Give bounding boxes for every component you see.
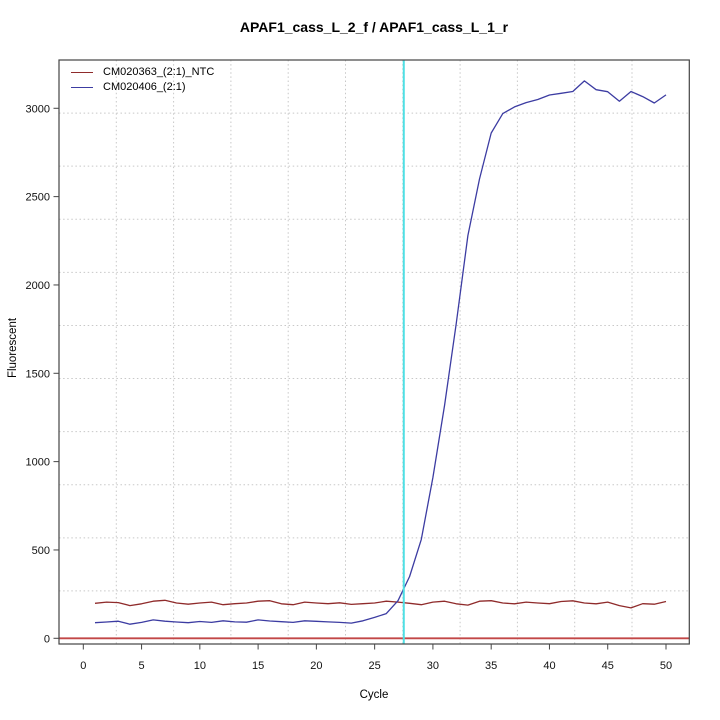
- y-tick-label: 2500: [26, 192, 50, 204]
- x-axis-title: Cycle: [360, 689, 389, 701]
- legend-label-sample: CM020406_(2:1): [103, 81, 186, 93]
- y-axis-title: Fluorescent: [7, 317, 19, 378]
- plot-box: [58, 59, 690, 645]
- x-tick-label: 15: [252, 660, 264, 672]
- x-tick-label: 45: [602, 660, 614, 672]
- x-tick-label: 35: [485, 660, 497, 672]
- x-tick-label: 10: [194, 660, 206, 672]
- y-tick-label: 2000: [26, 280, 50, 292]
- legend: CM020363_(2:1)_NTC CM020406_(2:1): [71, 66, 214, 94]
- sample-line-swatch-icon: [71, 87, 93, 88]
- sample-series-line: [94, 80, 667, 625]
- y-tick-label: 500: [32, 545, 50, 557]
- y-tick-label: 1000: [26, 457, 50, 469]
- ntc-series-line: [94, 599, 667, 609]
- x-tick-label: 50: [660, 660, 672, 672]
- x-tick-label: 0: [80, 660, 86, 672]
- x-tick-label: 40: [543, 660, 555, 672]
- y-tick-label: 0: [44, 633, 50, 645]
- x-tick-label: 25: [369, 660, 381, 672]
- ntc-line-swatch-icon: [71, 72, 93, 73]
- legend-row-sample: CM020406_(2:1): [71, 81, 214, 94]
- y-tick-label: 3000: [26, 103, 50, 115]
- x-tick-label: 20: [310, 660, 322, 672]
- legend-label-ntc: CM020363_(2:1)_NTC: [103, 66, 215, 78]
- x-tick-label: 5: [139, 660, 145, 672]
- x-tick-label: 30: [427, 660, 439, 672]
- chart-title: APAF1_cass_L_2_f / APAF1_cass_L_1_r: [240, 19, 509, 35]
- y-tick-label: 1500: [26, 368, 50, 380]
- legend-row-ntc: CM020363_(2:1)_NTC: [71, 66, 214, 79]
